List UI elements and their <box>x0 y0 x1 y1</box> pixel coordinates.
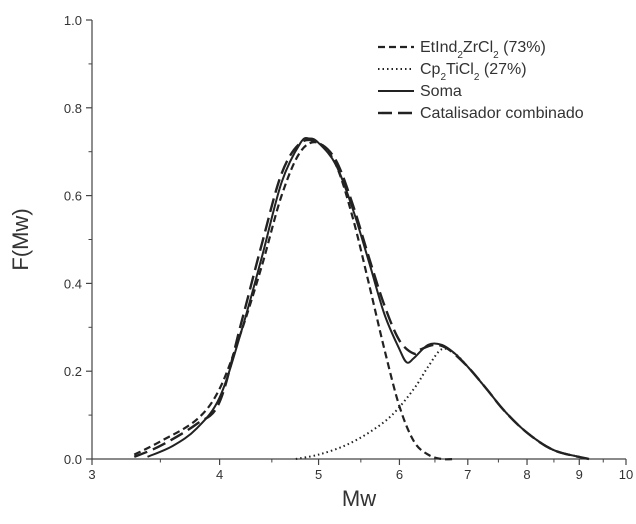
y-tick-label: 0.2 <box>64 364 82 379</box>
plot-lines <box>133 136 590 461</box>
x-tick-label: 6 <box>396 467 403 482</box>
y-tick-label: 0.4 <box>64 276 82 291</box>
series-line-4 <box>133 138 590 461</box>
legend-label-3: Soma <box>420 83 462 100</box>
x-tick-label: 3 <box>88 467 95 482</box>
legend-label-2: Cp2TiCl2 (27%) <box>420 61 527 83</box>
x-tick-label: 10 <box>619 467 633 482</box>
x-tick-label: 7 <box>464 467 471 482</box>
x-tick-label: 5 <box>315 467 322 482</box>
y-tick-label: 0.6 <box>64 189 82 204</box>
y-axis-title: F(Mw) <box>8 208 33 270</box>
axes: 3 4 5 6 7 8 9 10 0.0 0.2 0.4 0.6 0.8 1.0 <box>64 13 633 482</box>
x-tick-label: 8 <box>523 467 530 482</box>
series-line-3 <box>147 136 580 458</box>
x-axis-title: Mw <box>342 486 376 511</box>
series-line-2 <box>295 347 580 460</box>
series-line-1 <box>133 141 455 461</box>
y-tick-label: 0.0 <box>64 452 82 467</box>
y-tick-label: 0.8 <box>64 101 82 116</box>
x-tick-label: 9 <box>576 467 583 482</box>
legend: EtInd2ZrCl2 (73%)Cp2TiCl2 (27%)Soma Catal… <box>378 39 584 122</box>
legend-label-1: EtInd2ZrCl2 (73%) <box>420 39 546 61</box>
y-tick-label: 1.0 <box>64 13 82 28</box>
x-tick-label: 4 <box>216 467 223 482</box>
legend-label-4: Catalisador combinado <box>420 105 584 122</box>
